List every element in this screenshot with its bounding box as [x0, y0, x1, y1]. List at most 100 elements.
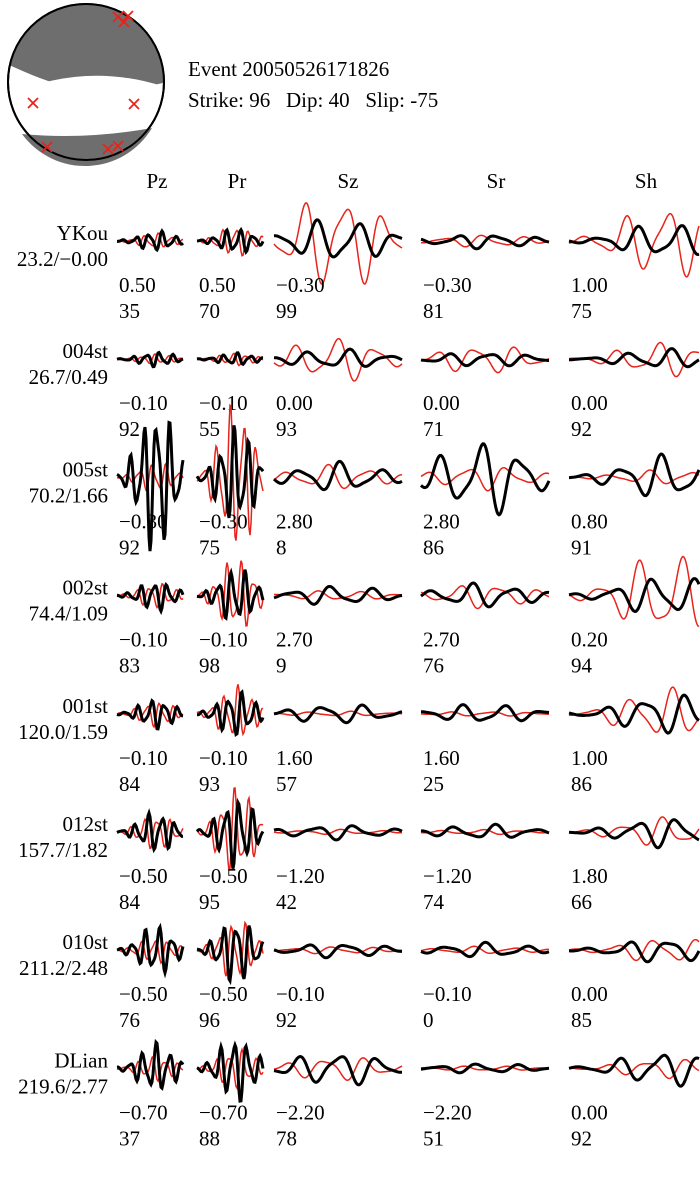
time-shift-label: −0.30: [119, 509, 168, 533]
time-shift-label: −0.10: [119, 746, 168, 770]
waveform-panel-pr: [196, 684, 265, 738]
station-row: 005st70.2/1.66−0.3092−0.30752.8082.80860…: [29, 403, 700, 559]
time-shift-label: 0.00: [571, 982, 608, 1006]
cross-correlation-label: 94: [571, 654, 593, 678]
synthetic-trace: [116, 232, 184, 248]
observed-trace: [116, 350, 184, 369]
waveform-panel-pr: [196, 920, 265, 986]
observed-trace: [273, 943, 402, 960]
synthetic-trace: [273, 1057, 403, 1081]
time-shift-label: −0.50: [199, 864, 248, 888]
observed-trace: [420, 581, 550, 609]
observed-trace: [273, 585, 403, 606]
beachball-compressional-band: [22, 128, 152, 167]
cross-correlation-label: 84: [119, 890, 141, 914]
station-row: 004st26.7/0.49−0.1092−0.10550.00930.0071…: [29, 337, 700, 441]
synthetic-trace: [568, 555, 700, 628]
cross-correlation-label: 85: [571, 1008, 592, 1032]
waveform-panel-sh: [568, 555, 700, 628]
polarity-marker-icon: [102, 143, 114, 155]
time-shift-label: −0.10: [119, 391, 168, 415]
cross-correlation-label: 8: [276, 535, 287, 559]
waveform-panel-pz: [116, 698, 184, 731]
waveform-panel-sr: [420, 234, 550, 251]
observed-trace: [569, 347, 700, 369]
synthetic-trace: [421, 711, 549, 717]
time-shift-label: −2.20: [423, 1100, 472, 1124]
cross-correlation-label: 92: [119, 535, 140, 559]
synthetic-trace: [568, 341, 700, 378]
time-shift-label: 1.00: [571, 746, 608, 770]
cross-correlation-label: 76: [423, 654, 444, 678]
beachball-compressional-quadrant: [8, 4, 164, 91]
time-shift-label: −0.10: [199, 746, 248, 770]
waveform-panel-sr: [421, 703, 550, 723]
synthetic-trace: [273, 828, 403, 835]
station-row: YKou23.2/−0.000.50350.5070−0.3099−0.3081…: [17, 201, 700, 323]
station-distance: 157.7/1.82: [18, 838, 108, 862]
component-header-sz: Sz: [338, 169, 359, 193]
observed-trace: [196, 351, 264, 367]
time-shift-label: −1.20: [423, 864, 472, 888]
synthetic-trace: [569, 469, 700, 485]
waveform-panel-sr: [420, 346, 550, 374]
time-shift-label: 2.80: [276, 509, 313, 533]
time-shift-label: 0.00: [571, 1100, 608, 1124]
waveform-panel-pz: [116, 922, 185, 979]
synthetic-trace: [273, 463, 403, 490]
synthetic-trace: [196, 787, 264, 871]
component-header-sr: Sr: [487, 169, 506, 193]
observed-trace: [196, 226, 265, 255]
waveform-panel-pr: [195, 403, 265, 541]
component-headers: Pz Pr Sz Sr Sh: [147, 169, 658, 193]
time-shift-label: −0.70: [119, 1100, 168, 1124]
cross-correlation-label: 95: [199, 890, 220, 914]
station-distance: 211.2/2.48: [19, 956, 108, 980]
station-row: 012st157.7/1.82−0.5084−0.5095−1.2042−1.2…: [18, 787, 700, 914]
station-distance: 219.6/2.77: [18, 1074, 108, 1098]
waveform-panel-pz: [116, 228, 185, 253]
polarity-marker-icon: [112, 140, 124, 152]
observed-trace: [197, 689, 265, 738]
synthetic-trace: [196, 560, 264, 627]
observed-trace: [116, 1038, 185, 1091]
observed-trace: [196, 925, 265, 986]
cross-correlation-label: 92: [571, 1126, 592, 1150]
station-rows: YKou23.2/−0.000.50350.5070−0.3099−0.3081…: [17, 201, 700, 1150]
observed-trace: [569, 940, 700, 964]
beachball-rim: [7, 3, 165, 161]
cross-correlation-label: 93: [276, 417, 297, 441]
time-shift-label: 0.20: [571, 628, 608, 652]
observed-trace: [273, 703, 403, 725]
polarity-marker-icon: [122, 10, 134, 22]
observed-trace: [568, 224, 700, 257]
polarity-marker-icon: [128, 98, 140, 110]
synthetic-trace: [420, 945, 549, 955]
synthetic-trace: [420, 234, 550, 248]
station-name: 010st: [62, 930, 108, 954]
cross-correlation-label: 91: [571, 535, 592, 559]
waveform-panel-sh: [568, 341, 700, 378]
observed-trace: [274, 347, 403, 368]
time-shift-label: 0.50: [199, 273, 236, 297]
observed-trace: [196, 567, 265, 621]
time-shift-label: −1.20: [276, 864, 325, 888]
waveform-panel-sr: [420, 581, 550, 610]
station-distance: 120.0/1.59: [18, 720, 108, 744]
polarity-marker-icon: [41, 141, 53, 153]
cross-correlation-label: 37: [119, 1126, 140, 1150]
observed-trace: [272, 459, 403, 492]
time-shift-label: 2.70: [423, 628, 460, 652]
waveform-panel-sh: [568, 938, 700, 964]
synthetic-trace: [196, 684, 264, 737]
observed-trace: [195, 425, 265, 519]
synthetic-trace: [568, 686, 700, 733]
cross-correlation-label: 51: [423, 1126, 444, 1150]
polarity-markers: [27, 10, 140, 155]
cross-correlation-label: 57: [276, 772, 297, 796]
time-shift-label: 0.50: [119, 273, 156, 297]
time-shift-label: −0.50: [119, 982, 168, 1006]
waveform-panel-sh: [568, 1053, 700, 1088]
cross-correlation-label: 93: [199, 772, 220, 796]
waveform-panel-sz: [273, 585, 403, 606]
